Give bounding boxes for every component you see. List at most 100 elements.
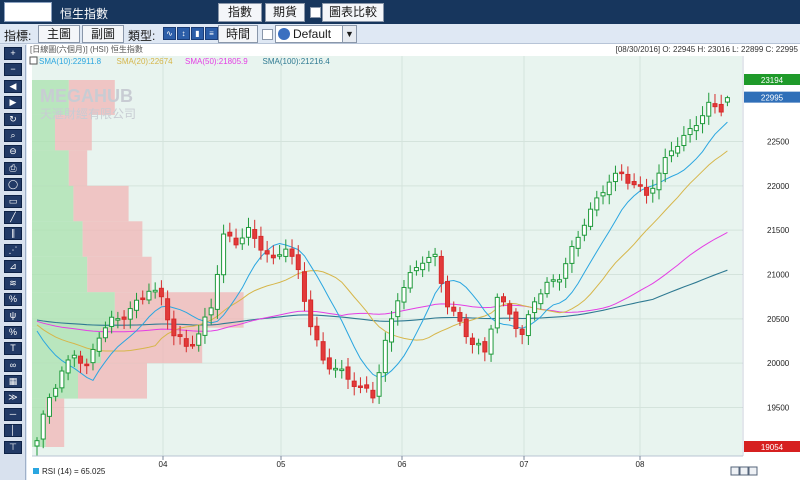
candle-body <box>339 368 345 372</box>
sma-20-line <box>36 150 728 352</box>
y-tick-label: 22500 <box>767 138 790 147</box>
price-chart[interactable]: MEGAHUB 天滙財經有限公司 [日線圖(六個月)] (HSI) 恒生指數 [… <box>27 44 800 480</box>
text-icon[interactable]: T <box>4 342 22 356</box>
print-icon[interactable]: ◯ <box>4 178 22 192</box>
candle-body <box>656 172 662 191</box>
trend-line-icon[interactable]: ∥ <box>4 227 22 241</box>
candle-body <box>227 231 233 237</box>
volume-profile-up-bar <box>32 221 83 257</box>
price-tag-label: 19054 <box>761 443 784 452</box>
tab-index[interactable]: 指數 <box>218 3 262 22</box>
candle-body <box>252 229 258 239</box>
candle-body <box>451 306 457 312</box>
fan-icon[interactable]: ⊿ <box>4 260 22 274</box>
candle-body <box>687 128 693 136</box>
candle-body <box>283 248 289 257</box>
zoom-out-icon[interactable]: ⎙ <box>4 161 22 175</box>
price-tags: 23194 22995 19054 <box>744 74 800 452</box>
candle-body <box>594 197 600 211</box>
candle-body <box>625 173 631 184</box>
candle-body <box>301 271 307 302</box>
pitchfork-icon[interactable]: ψ <box>4 309 22 323</box>
percent-icon[interactable]: % <box>4 325 22 339</box>
candle-body <box>494 296 500 329</box>
template-icon <box>278 28 290 40</box>
candle-body <box>606 181 612 196</box>
candle-body <box>78 355 84 364</box>
volume-profile-down-bar <box>73 185 129 222</box>
volume-profile-down-bar <box>87 256 152 293</box>
refresh-icon[interactable]: ⌕ <box>4 129 22 142</box>
candle-body <box>177 334 183 337</box>
arrow-right-icon[interactable]: ▶ <box>4 96 22 110</box>
label-icon[interactable]: ⊤ <box>4 440 22 454</box>
volume-profile <box>32 80 244 447</box>
candle-body <box>612 172 618 183</box>
candle-body <box>221 233 227 276</box>
panel-close-icon[interactable] <box>748 466 758 476</box>
main-chart-button[interactable]: 主圖 <box>38 25 80 43</box>
candle-body <box>519 328 525 335</box>
chevron-down-icon: ▼ <box>342 26 356 42</box>
volume-profile-up-bar <box>32 80 69 115</box>
channel-icon[interactable]: ⋰ <box>4 243 22 257</box>
magnifier-icon[interactable]: ⊖ <box>4 145 22 159</box>
volume-profile-up-bar <box>32 114 55 151</box>
compare-button[interactable]: 圖表比較 <box>322 3 384 22</box>
template-select[interactable]: Default ▼ <box>275 25 357 43</box>
plus-icon[interactable]: + <box>4 47 22 60</box>
candle-body <box>718 103 724 113</box>
play-icon[interactable]: ↻ <box>4 112 22 126</box>
candlestick-icon[interactable]: ▮ <box>191 27 204 40</box>
candle-body <box>563 263 569 279</box>
rsi-panel-controls[interactable] <box>730 466 758 476</box>
candle-body <box>675 145 681 154</box>
candle-body <box>575 236 581 249</box>
candle-body <box>538 293 544 305</box>
template-value: Default <box>293 27 332 41</box>
compare-checkbox[interactable] <box>310 7 321 18</box>
candle-body <box>513 311 519 330</box>
volume-profile-up-bar <box>32 327 101 364</box>
panel-down-icon[interactable] <box>739 466 749 476</box>
volume-profile-up-bar <box>32 292 115 328</box>
template-checkbox[interactable] <box>262 29 273 40</box>
sma-100-line <box>36 269 728 326</box>
bar-chart-icon[interactable]: ↕ <box>177 27 190 40</box>
candle-body <box>115 318 121 321</box>
candle-body <box>140 297 146 301</box>
candle-body <box>364 384 370 389</box>
grid-icon[interactable]: ▦ <box>4 375 22 388</box>
candle-body <box>190 344 195 347</box>
time-button[interactable]: 時間 <box>218 25 258 43</box>
candle-body <box>277 254 283 257</box>
tab-futures[interactable]: 期貨 <box>265 3 305 22</box>
chart-type-icon[interactable]: ≡ <box>205 27 218 40</box>
symbol-input[interactable] <box>4 2 52 22</box>
candle-body <box>102 327 108 339</box>
sub-chart-button[interactable]: 副圖 <box>82 25 124 43</box>
legend-item: SMA(20):22674 <box>117 57 174 66</box>
panel-up-icon[interactable] <box>730 466 740 476</box>
legend-checkbox[interactable] <box>29 56 38 65</box>
arrow-left-icon[interactable]: ◀ <box>4 79 22 93</box>
gann-icon[interactable]: ≋ <box>4 276 22 290</box>
candle-body <box>314 325 320 341</box>
watermark-zh: 天滙財經有限公司 <box>40 106 136 121</box>
horizontal-line-icon[interactable]: ─ <box>4 407 22 421</box>
candle-body <box>264 250 270 255</box>
minus-icon[interactable]: − <box>4 63 22 77</box>
line-chart-icon[interactable]: ∿ <box>163 27 176 40</box>
vertical-line-icon[interactable]: │ <box>4 424 22 438</box>
cycle-icon[interactable]: ∞ <box>4 358 22 372</box>
rectangle-icon[interactable]: ╱ <box>4 211 22 224</box>
ellipse-icon[interactable]: ▭ <box>4 194 22 208</box>
volume-profile-down-bar <box>78 363 147 399</box>
fibonacci-icon[interactable]: % <box>4 293 22 306</box>
candle-body <box>208 307 214 316</box>
speed-icon[interactable]: ≫ <box>4 391 22 405</box>
volume-profile-up-bar <box>32 185 74 222</box>
candle-body <box>134 299 140 311</box>
candle-body <box>501 296 506 303</box>
candle-body <box>681 134 687 147</box>
